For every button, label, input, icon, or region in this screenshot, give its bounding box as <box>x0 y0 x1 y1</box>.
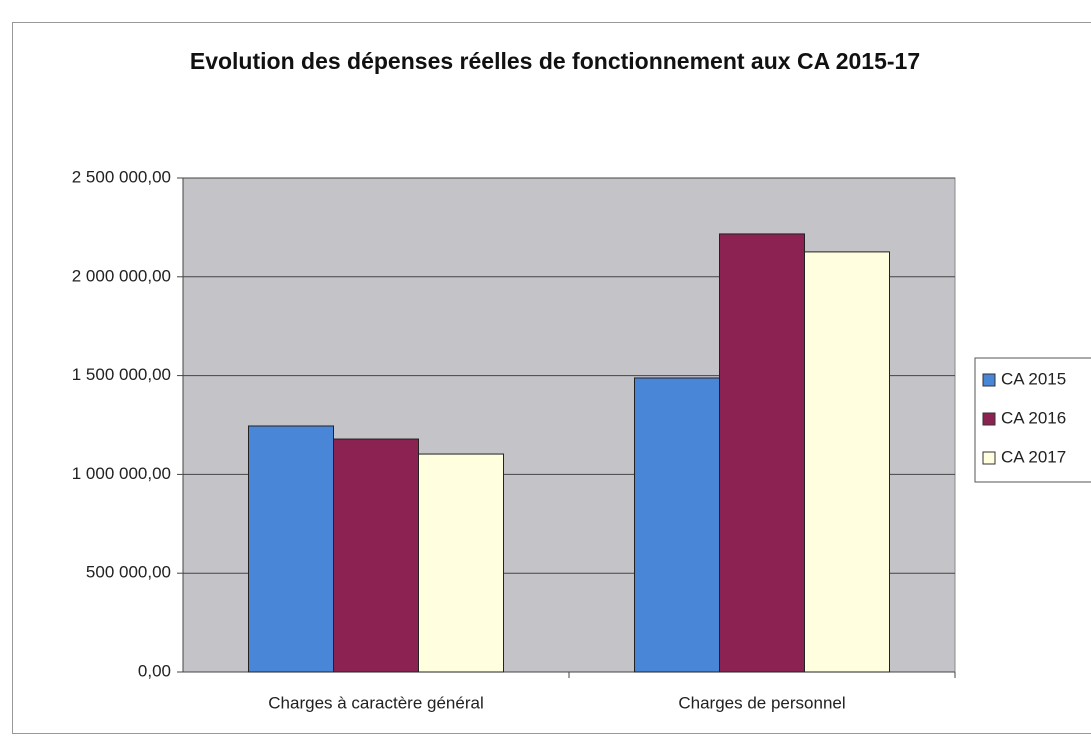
y-tick-label: 2 500 000,00 <box>72 167 171 186</box>
chart-title: Evolution des dépenses réelles de foncti… <box>189 48 921 74</box>
y-tick-label: 0,00 <box>138 661 171 680</box>
y-tick-label: 1 500 000,00 <box>72 365 171 384</box>
bar <box>333 438 419 673</box>
legend-label: CA 2016 <box>1001 408 1066 427</box>
legend-label: CA 2015 <box>1001 369 1066 388</box>
bar <box>634 377 720 673</box>
bar <box>719 233 805 673</box>
y-tick-label: 500 000,00 <box>86 563 171 582</box>
y-tick-label: 1 000 000,00 <box>72 464 171 483</box>
bar <box>804 251 890 673</box>
legend-swatch <box>982 451 996 465</box>
x-tick-label: Charges de personnel <box>678 693 845 712</box>
legend-swatch <box>982 412 996 426</box>
bar <box>248 425 334 673</box>
y-tick-label: 2 000 000,00 <box>72 266 171 285</box>
chart-frame <box>12 22 1091 734</box>
bar <box>418 453 504 673</box>
x-tick-label: Charges à caractère général <box>268 693 483 712</box>
legend-label: CA 2017 <box>1001 447 1066 466</box>
legend-swatch <box>982 373 996 387</box>
